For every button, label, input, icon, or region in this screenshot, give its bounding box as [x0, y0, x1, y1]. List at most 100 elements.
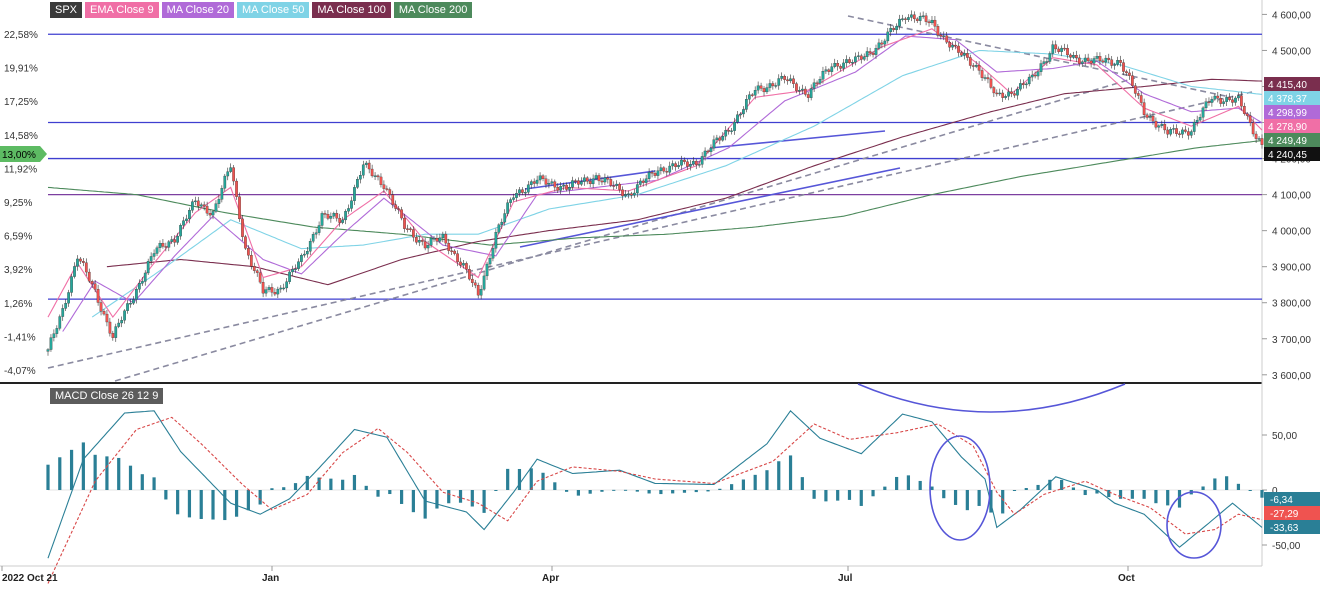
- candle-body: [756, 85, 760, 91]
- candle-body: [129, 303, 132, 305]
- histogram-bar: [812, 490, 816, 499]
- candle-body: [432, 238, 436, 240]
- candle-body: [659, 167, 663, 171]
- candle-body: [577, 180, 580, 185]
- candle-body: [803, 88, 807, 95]
- pct-tick-label: 9,25%: [4, 198, 32, 209]
- candle-body: [529, 181, 533, 185]
- histogram-bar: [1260, 490, 1264, 498]
- candle-body: [55, 328, 59, 334]
- y-tick-label: 3 900,00: [1272, 263, 1311, 274]
- histogram-bar: [423, 490, 427, 519]
- candle-body: [176, 235, 180, 243]
- histogram-bar: [836, 490, 840, 501]
- candle-body: [856, 55, 860, 57]
- candle-body: [1016, 88, 1019, 96]
- current-pct-label: 13,00%: [2, 150, 36, 161]
- candle-body: [954, 44, 957, 47]
- candle-body: [173, 239, 177, 243]
- candle-body: [910, 14, 913, 18]
- candle-body: [205, 205, 209, 214]
- candle-body: [783, 76, 787, 80]
- histogram-bar: [588, 490, 592, 494]
- candle-body: [724, 130, 728, 137]
- candle-body: [1204, 101, 1208, 109]
- candle-body: [744, 99, 748, 110]
- histogram-bar: [317, 477, 321, 490]
- histogram-bar: [953, 490, 958, 505]
- candle-body: [264, 289, 268, 294]
- histogram-bar: [647, 490, 651, 494]
- candle-body: [258, 272, 262, 283]
- candle-body: [594, 175, 598, 179]
- candle-body: [618, 183, 621, 190]
- candle-body: [435, 238, 439, 242]
- candle-body: [494, 232, 498, 249]
- histogram-bar: [187, 490, 192, 518]
- candle-body: [102, 311, 106, 315]
- histogram-bar: [117, 457, 121, 490]
- candle-body: [208, 213, 212, 216]
- histogram-bar: [128, 465, 133, 490]
- candle-body: [99, 302, 103, 312]
- candle-body: [232, 167, 235, 182]
- candle-body: [1128, 72, 1131, 76]
- candle-body: [1175, 128, 1178, 134]
- histogram-bar: [859, 490, 863, 506]
- candle-body: [167, 241, 171, 248]
- x-tick-label: Jan: [262, 573, 279, 584]
- candle-body: [998, 92, 1002, 95]
- legend-item-2: MA Close 20: [161, 2, 234, 18]
- pct-tick-label: 6,59%: [4, 232, 32, 243]
- histogram-bar: [58, 457, 62, 490]
- candle-body: [1231, 99, 1234, 103]
- candle-body: [417, 240, 421, 243]
- candle-body: [391, 194, 395, 205]
- candle-body: [453, 250, 456, 254]
- candle-body: [196, 200, 200, 207]
- candle-body: [883, 40, 887, 45]
- histogram-bar: [1036, 484, 1040, 490]
- candle-body: [1154, 120, 1158, 128]
- histogram-bar: [1095, 490, 1099, 494]
- candle-body: [1219, 98, 1223, 104]
- candle-body: [562, 184, 566, 187]
- macd-value-label-0: -6,34: [1270, 495, 1293, 506]
- candle-body: [1136, 93, 1140, 96]
- histogram-bar: [706, 490, 710, 492]
- histogram-bar: [871, 490, 875, 497]
- candle-body: [901, 18, 904, 20]
- candle-body: [297, 261, 300, 269]
- candle-body: [700, 156, 704, 165]
- candle-body: [270, 287, 274, 293]
- candle-body: [485, 263, 489, 277]
- candle-body: [836, 62, 840, 67]
- candle-body: [915, 18, 919, 21]
- candle-body: [795, 83, 798, 91]
- macd-value-label-2: -33,63: [1270, 523, 1299, 534]
- macd-histogram: [46, 442, 1264, 521]
- candle-body: [255, 270, 259, 273]
- candle-body: [1110, 59, 1114, 66]
- candle-body: [367, 162, 371, 170]
- candle-body: [1257, 138, 1261, 140]
- candle-body: [1092, 58, 1096, 64]
- candle-body: [1130, 75, 1134, 86]
- candle-body: [892, 27, 896, 31]
- candle-body: [459, 261, 462, 266]
- arc-annotation: [857, 383, 1126, 413]
- candle-body: [409, 228, 412, 230]
- candle-body: [907, 17, 910, 20]
- histogram-bar: [176, 490, 180, 515]
- legend-item-0: SPX: [50, 2, 83, 18]
- candle-body: [247, 248, 250, 256]
- candle-body: [326, 214, 330, 219]
- candle-body: [559, 186, 563, 191]
- candle-body: [76, 258, 79, 267]
- candle-body: [143, 272, 147, 282]
- candle-body: [344, 211, 347, 221]
- candle-body: [1010, 91, 1013, 94]
- candle-body: [812, 82, 816, 89]
- candle-body: [674, 163, 677, 168]
- price-label-0: 4 415,40: [1268, 80, 1307, 91]
